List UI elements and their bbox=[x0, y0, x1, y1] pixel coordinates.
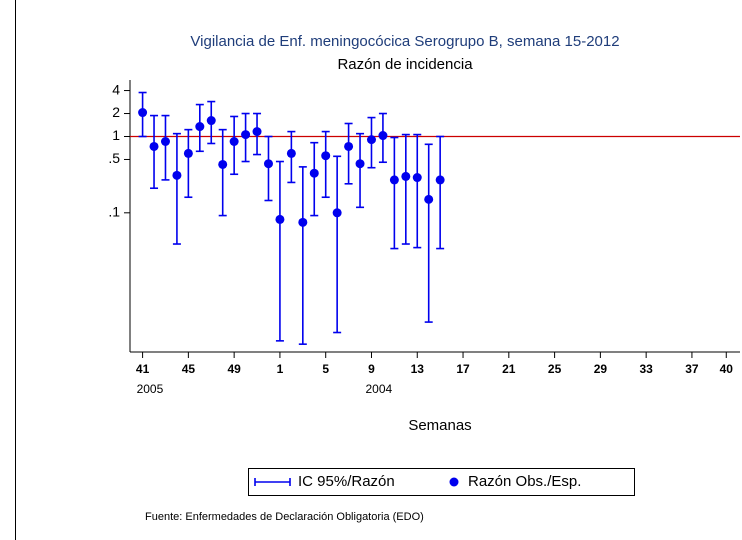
x-tick-label: 13 bbox=[411, 362, 425, 376]
point bbox=[275, 214, 285, 224]
x-tick-label: 1 bbox=[277, 362, 284, 376]
point bbox=[241, 130, 251, 140]
point bbox=[172, 170, 182, 180]
year-label: 2004 bbox=[365, 382, 392, 396]
source-note: Fuente: Enfermedades de Declaración Obli… bbox=[145, 511, 424, 523]
legend-box bbox=[248, 468, 635, 496]
x-tick-label: 33 bbox=[639, 362, 653, 376]
y-tick-label: 2 bbox=[112, 104, 120, 120]
y-tick-label: .5 bbox=[108, 150, 120, 166]
x-tick-label: 9 bbox=[368, 362, 375, 376]
point bbox=[389, 175, 399, 185]
point bbox=[424, 194, 434, 204]
point bbox=[183, 148, 193, 158]
point bbox=[344, 141, 354, 151]
y-tick-label: 1 bbox=[112, 127, 120, 143]
point bbox=[149, 141, 159, 151]
point bbox=[286, 148, 296, 158]
chart-subtitle: Razón de incidencia bbox=[337, 56, 473, 73]
x-tick-label: 40 bbox=[720, 362, 734, 376]
point bbox=[332, 208, 342, 218]
point bbox=[160, 136, 170, 146]
point bbox=[401, 171, 411, 181]
x-tick-label: 21 bbox=[502, 362, 516, 376]
x-tick-label: 29 bbox=[594, 362, 608, 376]
point bbox=[206, 116, 216, 126]
point bbox=[378, 131, 388, 141]
point bbox=[218, 159, 228, 169]
point bbox=[355, 159, 365, 169]
x-axis-label: Semanas bbox=[408, 417, 471, 434]
point bbox=[309, 168, 319, 178]
y-tick-label: .1 bbox=[108, 204, 120, 220]
point bbox=[298, 217, 308, 227]
point bbox=[252, 127, 262, 137]
x-tick-label: 37 bbox=[685, 362, 699, 376]
y-tick-label: 4 bbox=[112, 81, 120, 97]
point bbox=[138, 108, 148, 118]
point bbox=[195, 122, 205, 132]
x-tick-label: 49 bbox=[227, 362, 241, 376]
x-tick-label: 41 bbox=[136, 362, 150, 376]
point bbox=[412, 173, 422, 183]
x-tick-label: 25 bbox=[548, 362, 562, 376]
legend-point-icon bbox=[449, 477, 459, 487]
point bbox=[229, 136, 239, 146]
point bbox=[366, 135, 376, 145]
x-tick-label: 45 bbox=[182, 362, 196, 376]
x-tick-label: 17 bbox=[456, 362, 470, 376]
point bbox=[321, 151, 331, 161]
point bbox=[435, 175, 445, 185]
point bbox=[263, 159, 273, 169]
chart-title: Vigilancia de Enf. meningocócica Serogru… bbox=[190, 33, 619, 50]
legend-label: Razón Obs./Esp. bbox=[468, 473, 581, 490]
legend-label: IC 95%/Razón bbox=[298, 473, 395, 490]
x-tick-label: 5 bbox=[322, 362, 329, 376]
year-label: 2005 bbox=[137, 382, 164, 396]
